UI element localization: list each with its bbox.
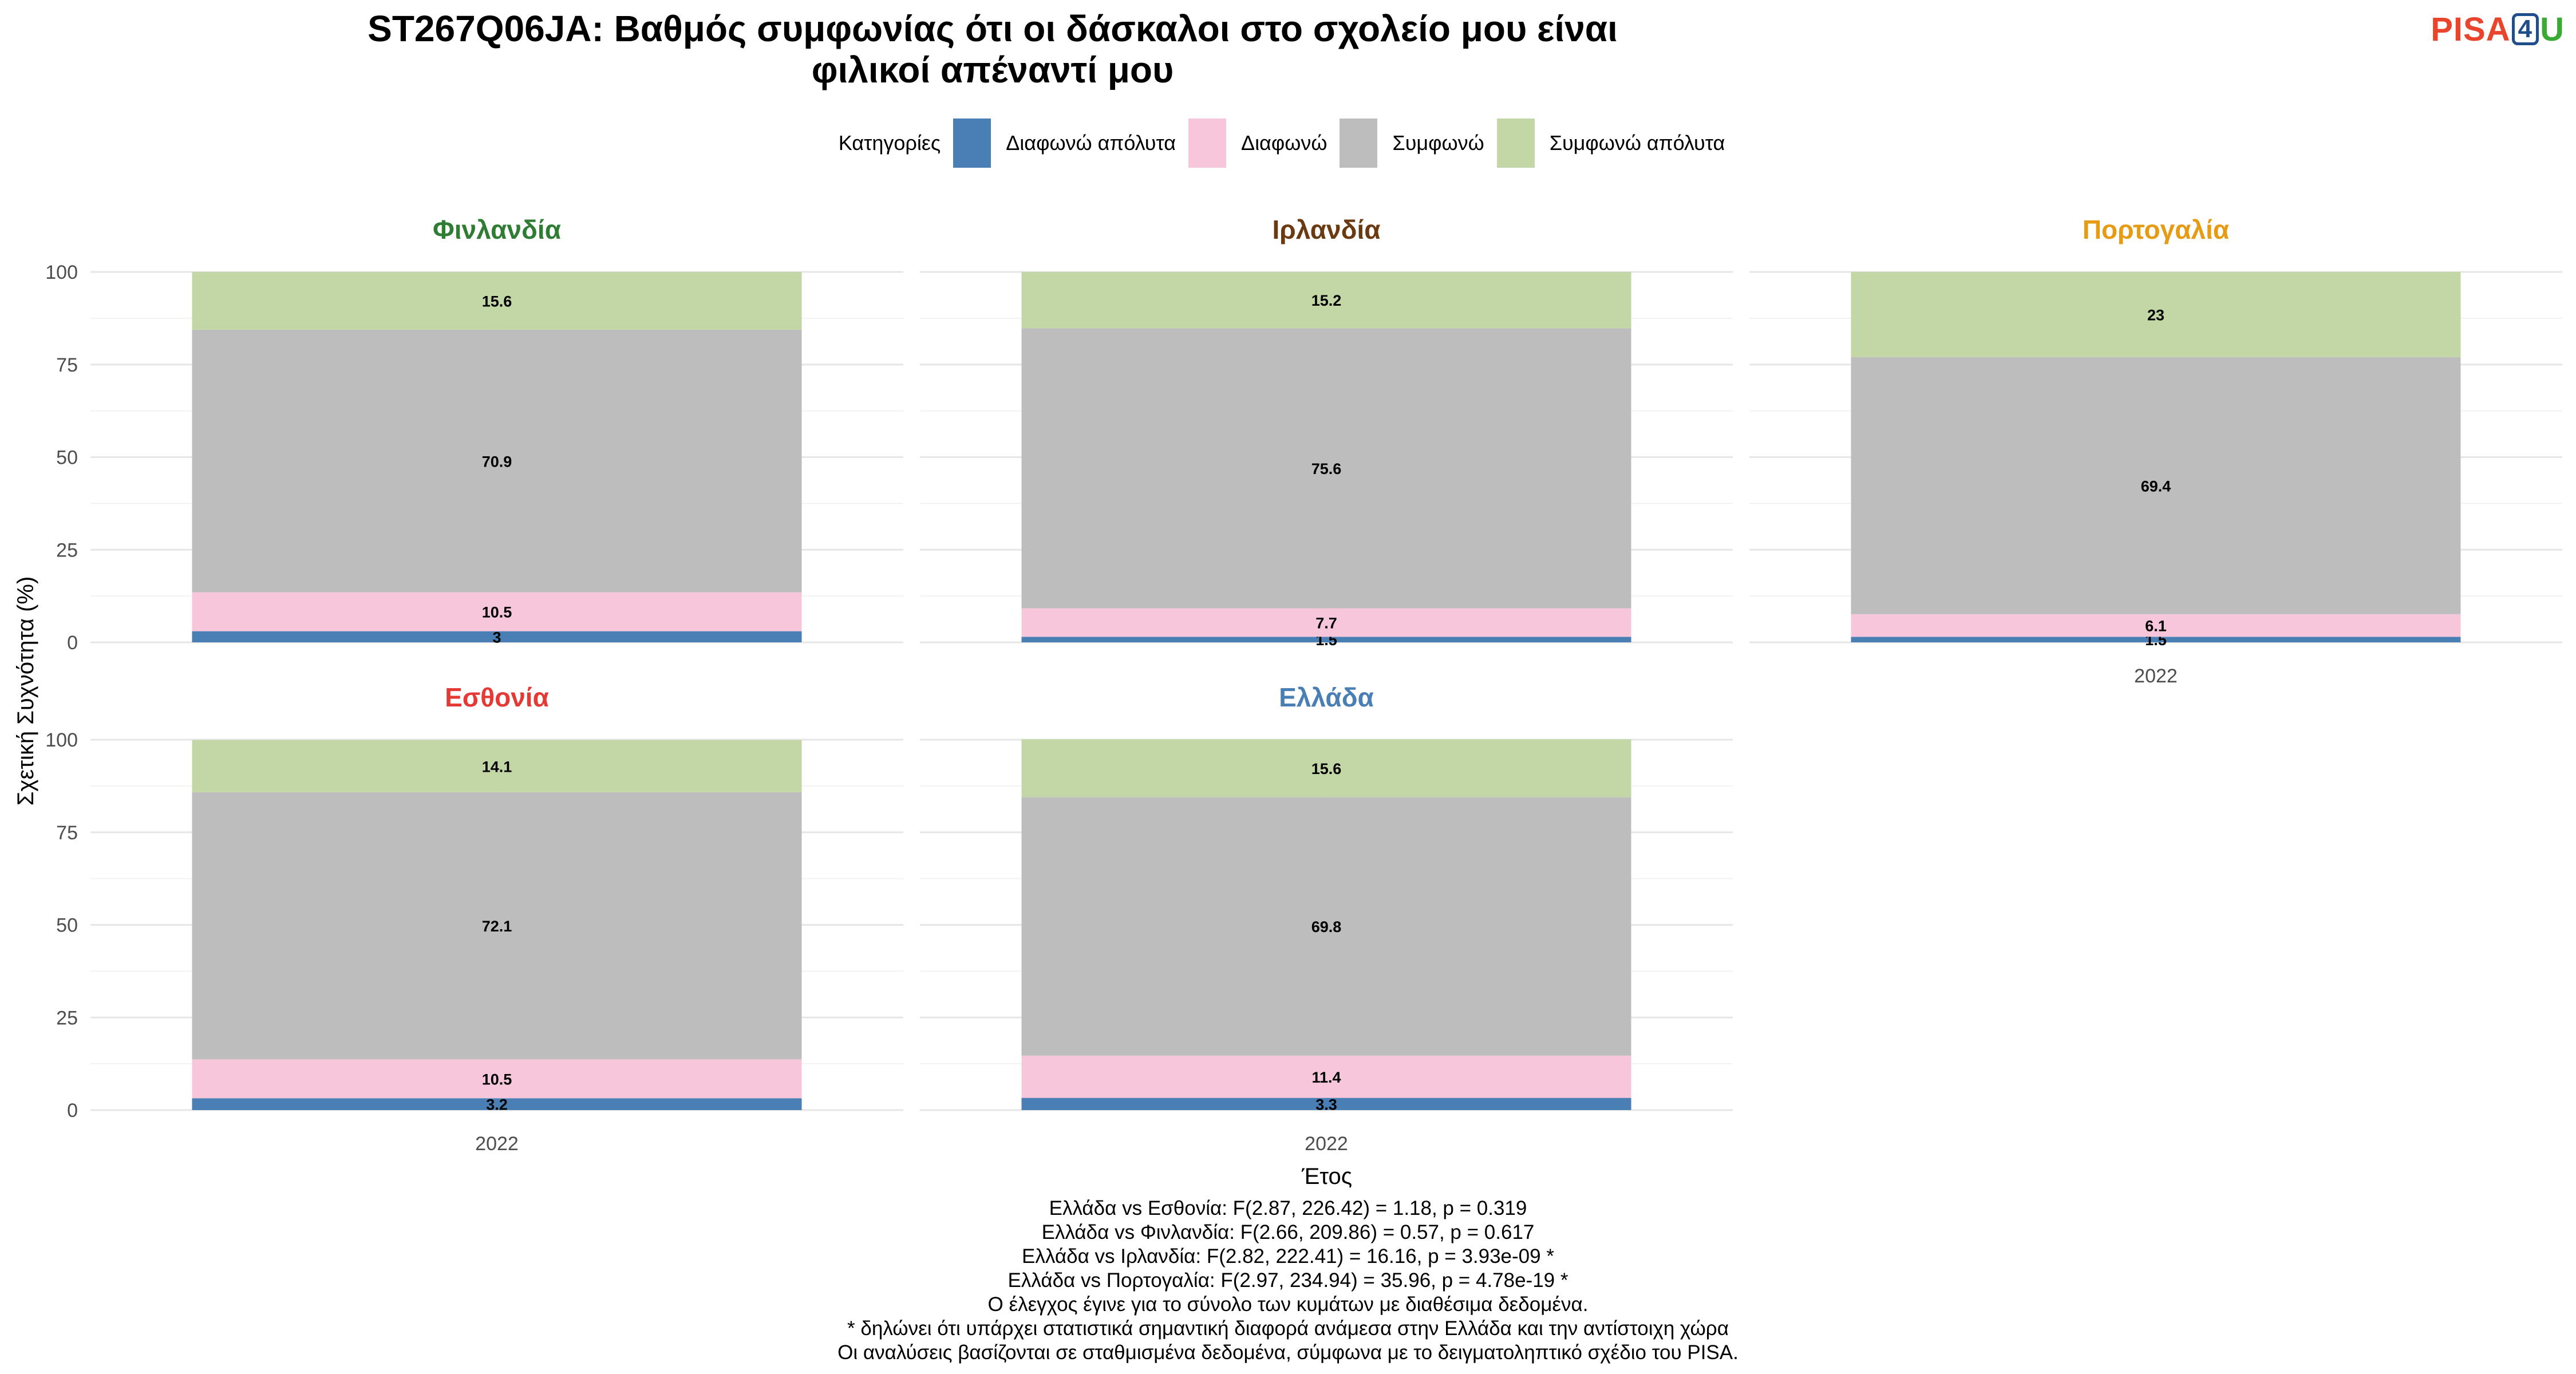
- bar-segment-strongly-agree: [1851, 272, 2461, 357]
- panel-5: Ελλάδα 3.3 11.4 69.8 15.6 2022: [920, 682, 1733, 1155]
- bar-segment-disagree: [1851, 614, 2461, 637]
- y-tick-label: 100: [45, 262, 78, 283]
- y-tick-label: 75: [56, 822, 78, 844]
- data-label-strongly-agree: 15.6: [482, 293, 512, 310]
- data-label-disagree: 10.5: [482, 1071, 512, 1088]
- x-axis-title: Έτος: [1301, 1164, 1352, 1189]
- faceted-stacked-bar-chart: Φινλανδία 0 25 50 75 100 3 10.5 70.9 15.6 Ιρλανδία…: [13, 215, 2562, 1189]
- note-line: Οι αναλύσεις βασίζονται σε σταθμισμένα δ…: [837, 1341, 1739, 1364]
- panel-title: Ιρλανδία: [1272, 215, 1380, 244]
- legend-key-strongly-disagree: [953, 119, 991, 168]
- data-label-strongly-agree: 15.2: [1311, 292, 1342, 309]
- y-tick-label: 100: [45, 729, 78, 751]
- legend-key-disagree: [1188, 119, 1227, 168]
- data-label-agree: 69.4: [2141, 477, 2171, 495]
- pisa4u-logo: PISA 4 U: [2431, 10, 2565, 49]
- chart-title-line-1: ST267Q06JA: Βαθμός συμφωνίας ότι οι δάσκ…: [368, 8, 1618, 49]
- data-label-disagree: 7.7: [1315, 614, 1337, 631]
- note-line: Ελλάδα vs Εσθονία: F(2.87, 226.42) = 1.1…: [1049, 1197, 1527, 1219]
- note-line: Ο έλεγχος έγινε για το σύνολο των κυμάτω…: [987, 1293, 1589, 1316]
- note-line: Ελλάδα vs Πορτογαλία: F(2.97, 234.94) = …: [1008, 1269, 1568, 1292]
- bar-segment-agree: [192, 329, 802, 593]
- panel-title: Φινλανδία: [433, 215, 561, 244]
- statistical-notes: Ελλάδα vs Εσθονία: F(2.87, 226.42) = 1.1…: [0, 1197, 2576, 1365]
- panel-1: Φινλανδία 0 25 50 75 100 3 10.5 70.9 15.6: [45, 215, 903, 654]
- y-axis-title: Σχετική Συχνότητα (%): [13, 577, 38, 806]
- bar-segment-strongly-disagree: [192, 631, 802, 642]
- legend-label-agree: Συμφωνώ: [1392, 131, 1484, 155]
- legend-item-strongly-agree: Συμφωνώ απόλυτα: [1496, 119, 1725, 168]
- x-tick-label: 2022: [2134, 665, 2178, 687]
- legend-title: Κατηγορίες: [838, 131, 941, 155]
- y-tick-label: 0: [67, 632, 78, 654]
- bar-segment-disagree: [192, 1059, 802, 1099]
- bar-segment-strongly-disagree: [1021, 1097, 1631, 1110]
- data-label-strongly-agree: 14.1: [482, 758, 512, 775]
- y-tick-label: 25: [56, 539, 78, 561]
- bar-segment-strongly-agree: [192, 272, 802, 330]
- y-tick-label: 50: [56, 447, 78, 469]
- legend-key-strongly-agree: [1496, 119, 1535, 168]
- note-line: * δηλώνει ότι υπάρχει στατιστικά σημαντι…: [847, 1317, 1729, 1340]
- data-label-disagree: 11.4: [1311, 1069, 1341, 1086]
- data-label-agree: 75.6: [1311, 460, 1342, 477]
- legend: Κατηγορίες Διαφωνώ απόλυτα Διαφωνώ Συμφω…: [0, 117, 2576, 169]
- panel-title: Εσθονία: [445, 682, 549, 712]
- x-tick-label: 2022: [1305, 1133, 1348, 1155]
- bar-segment-agree: [192, 792, 802, 1060]
- bar-segment-agree: [1021, 797, 1631, 1056]
- note-line: Ελλάδα vs Ιρλανδία: F(2.82, 222.41) = 16…: [1022, 1245, 1554, 1268]
- logo-text-u: U: [2540, 11, 2565, 48]
- legend-key-agree: [1340, 119, 1378, 168]
- data-label-disagree: 10.5: [482, 604, 512, 621]
- legend-label-disagree: Διαφωνώ: [1241, 131, 1327, 155]
- bar-segment-strongly-agree: [192, 740, 802, 792]
- logo-text-4: 4: [2511, 13, 2539, 45]
- panel-title: Ελλάδα: [1279, 682, 1374, 712]
- bar-segment-disagree: [192, 592, 802, 631]
- data-label-strongly-agree: 23: [2147, 306, 2164, 323]
- data-label-strongly-agree: 15.6: [1311, 760, 1342, 777]
- x-tick-label: 2022: [475, 1133, 519, 1155]
- bar-segment-strongly-agree: [1021, 272, 1631, 329]
- panel-4: Εσθονία 0 25 50 75 100 3.2 10.5 72.1 14.1 2022: [45, 682, 903, 1155]
- legend-label-strongly-disagree: Διαφωνώ απόλυτα: [1006, 131, 1176, 155]
- panel-title: Πορτογαλία: [2083, 215, 2229, 244]
- bar-segment-agree: [1851, 357, 2461, 614]
- y-tick-label: 0: [67, 1100, 78, 1122]
- y-tick-label: 25: [56, 1007, 78, 1029]
- legend-item-agree: Συμφωνώ: [1340, 119, 1484, 168]
- y-tick-label: 50: [56, 915, 78, 937]
- legend-label-strongly-agree: Συμφωνώ απόλυτα: [1549, 131, 1725, 155]
- bar-segment-agree: [1021, 328, 1631, 609]
- bar-segment-strongly-disagree: [1021, 637, 1631, 642]
- bar-segment-disagree: [1021, 1055, 1631, 1098]
- data-label-disagree: 6.1: [2145, 618, 2167, 635]
- chart-title-line-2: φιλικοί απέναντί μου: [811, 49, 1174, 90]
- logo-text-pisa: PISA: [2431, 11, 2511, 48]
- data-label-strongly-disagree: 3.2: [486, 1096, 508, 1114]
- data-label-strongly-disagree: 3.3: [1315, 1096, 1337, 1113]
- bar-segment-strongly-disagree: [1851, 637, 2461, 642]
- legend-item-strongly-disagree: Διαφωνώ απόλυτα: [953, 119, 1176, 168]
- y-tick-label: 75: [56, 354, 78, 376]
- data-label-strongly-disagree: 3: [492, 629, 501, 646]
- bar-segment-strongly-disagree: [192, 1098, 802, 1110]
- note-line: Ελλάδα vs Φινλανδία: F(2.66, 209.86) = 0…: [1041, 1221, 1535, 1243]
- bar-segment-strongly-agree: [1021, 739, 1631, 797]
- data-label-agree: 72.1: [482, 918, 512, 935]
- data-label-agree: 69.8: [1311, 918, 1342, 935]
- data-label-agree: 70.9: [482, 453, 512, 470]
- legend-item-disagree: Διαφωνώ: [1188, 119, 1327, 168]
- bar-segment-disagree: [1021, 608, 1631, 637]
